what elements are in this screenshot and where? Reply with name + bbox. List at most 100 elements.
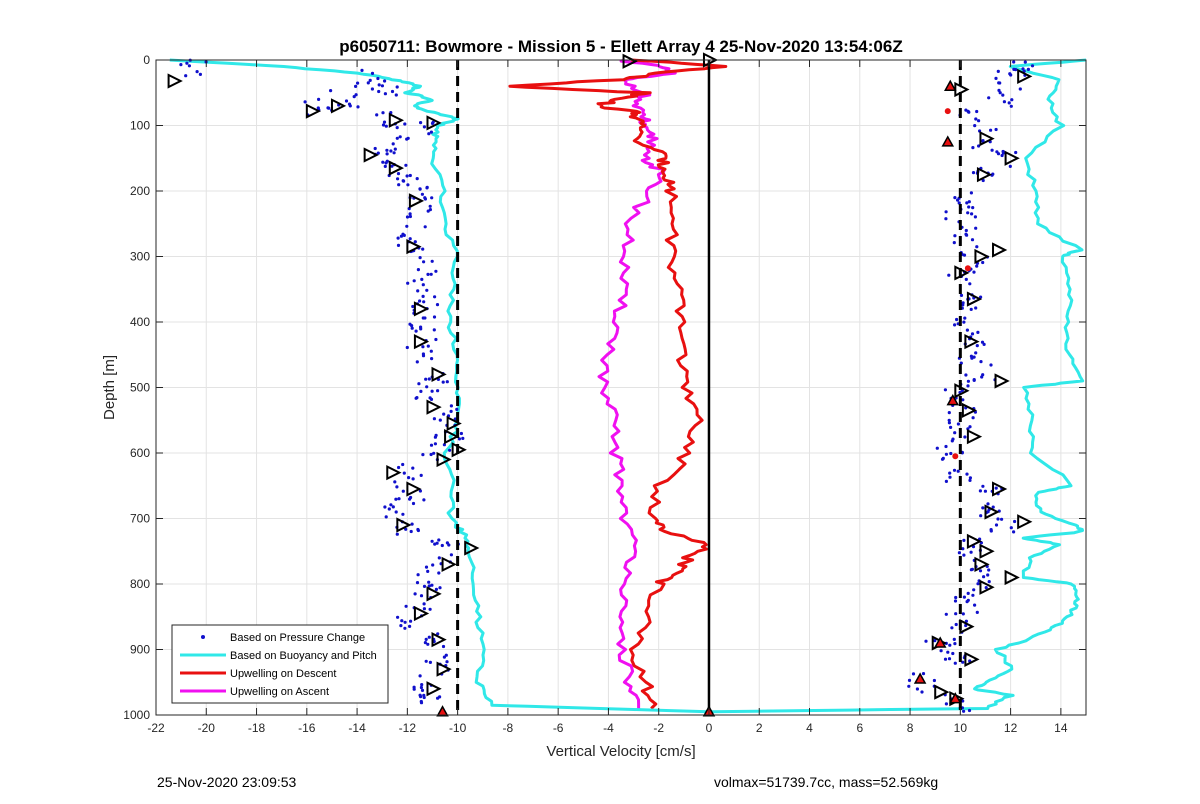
open-triangle-marker	[451, 442, 467, 458]
open-triangle-marker	[964, 651, 980, 667]
open-triangle-marker	[954, 265, 970, 281]
pressure-point	[447, 543, 451, 547]
pressure-point	[944, 452, 949, 456]
pressure-point	[411, 466, 415, 470]
y-tick-label: 1000	[123, 708, 150, 722]
pressure-point	[437, 571, 441, 575]
filled-red-triangle-marker	[436, 705, 449, 717]
pressure-point	[437, 556, 441, 560]
pressure-point	[981, 178, 985, 183]
pressure-point	[979, 295, 983, 299]
pressure-point	[953, 431, 957, 435]
pressure-point	[409, 529, 413, 534]
open-triangle-marker	[976, 167, 993, 183]
pressure-point	[356, 81, 360, 85]
pressure-point	[428, 204, 432, 208]
pressure-point	[953, 323, 957, 327]
series-upwelling-descent	[508, 58, 728, 710]
pressure-point	[426, 344, 430, 348]
open-triangle-marker	[406, 481, 422, 497]
x-tick-label: -18	[248, 721, 266, 735]
open-triangle-marker	[363, 147, 379, 163]
pressure-point	[975, 264, 979, 268]
pressure-point	[421, 345, 425, 349]
pressure-point	[426, 209, 430, 213]
pressure-point	[423, 316, 427, 320]
open-triangle-marker	[954, 383, 970, 399]
pressure-point	[947, 273, 951, 277]
pressure-point	[419, 473, 423, 477]
pressure-point	[445, 660, 449, 664]
open-triangle-marker	[959, 618, 975, 635]
legend-label: Based on Buoyancy and Pitch	[230, 650, 377, 662]
pressure-point	[966, 591, 970, 596]
pressure-point	[427, 580, 431, 584]
pressure-point	[405, 345, 409, 350]
pressure-point	[383, 505, 387, 509]
pressure-point	[405, 215, 410, 219]
pressure-point	[994, 76, 998, 80]
pressure-point	[963, 435, 967, 439]
pressure-point	[430, 357, 434, 361]
pressure-point	[974, 306, 978, 310]
pressure-point	[408, 624, 412, 629]
open-triangle-marker	[974, 556, 990, 572]
pressure-point	[962, 538, 966, 543]
pressure-point	[967, 110, 971, 114]
pressure-point	[979, 514, 983, 518]
pressure-point	[920, 690, 924, 694]
pressure-point	[1013, 519, 1017, 524]
pressure-point	[973, 124, 977, 128]
pressure-point	[395, 136, 399, 140]
open-triangle-marker	[464, 540, 480, 556]
pressure-point	[413, 240, 417, 244]
pressure-point	[422, 695, 426, 700]
pressure-point	[396, 243, 401, 247]
x-tick-label: -16	[298, 721, 316, 735]
pressure-point	[399, 234, 403, 238]
open-triangle-marker	[436, 661, 452, 677]
pressure-point	[961, 612, 965, 616]
x-tick-label: 14	[1054, 721, 1068, 735]
pressure-point	[373, 146, 377, 151]
pressure-point	[461, 436, 465, 440]
pressure-point	[381, 111, 385, 115]
x-tick-label: -6	[553, 721, 564, 735]
pressure-point	[352, 95, 356, 99]
pressure-point	[989, 528, 993, 532]
pressure-point	[1014, 150, 1018, 155]
pressure-point	[1009, 104, 1013, 108]
pressure-point	[408, 237, 412, 241]
pressure-point	[946, 650, 950, 654]
pressure-point	[987, 96, 991, 100]
y-tick-label: 0	[143, 53, 150, 67]
pressure-point	[971, 171, 976, 175]
pressure-point	[453, 417, 457, 421]
pressure-point	[390, 89, 395, 94]
pressure-point	[421, 283, 425, 287]
pressure-point	[425, 185, 429, 189]
open-triangle-marker	[964, 334, 980, 350]
pressure-point	[947, 657, 952, 661]
pressure-point	[414, 329, 418, 333]
pressure-point	[970, 332, 975, 336]
pressure-point	[408, 214, 412, 219]
pressure-point	[418, 299, 422, 303]
y-axis-label: Depth [m]	[101, 355, 118, 420]
pressure-point	[179, 63, 183, 67]
pressure-point	[1030, 64, 1035, 68]
pressure-point	[391, 505, 395, 509]
pressure-point	[415, 360, 419, 364]
pressure-point	[421, 294, 425, 298]
pressure-point	[375, 113, 379, 117]
pressure-point	[395, 485, 399, 489]
pressure-point	[962, 320, 966, 324]
pressure-point	[423, 225, 427, 229]
pressure-point	[438, 418, 442, 422]
pressure-point	[979, 360, 983, 364]
pressure-point	[1008, 72, 1012, 76]
open-triangle-marker	[406, 239, 422, 255]
pressure-point	[422, 602, 426, 606]
pressure-point	[397, 183, 401, 187]
